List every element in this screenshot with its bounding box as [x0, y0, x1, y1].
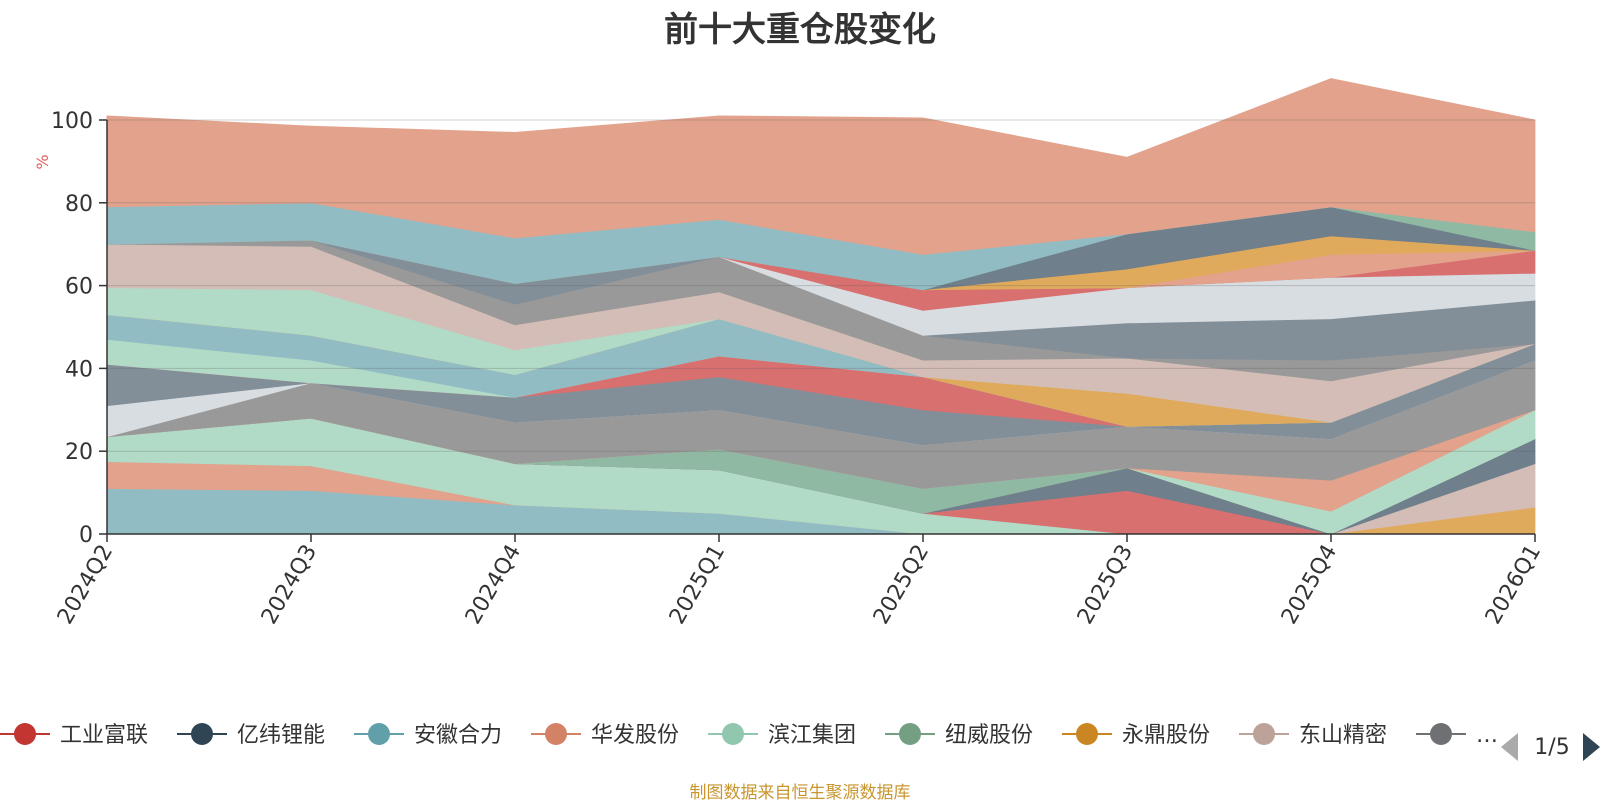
legend-label: 滨江集团: [768, 723, 856, 748]
legend-marker-icon: [722, 723, 744, 745]
legend-label: 安徽合力: [414, 723, 502, 748]
area-series-31: [106, 78, 1536, 255]
legend-marker-icon: [899, 723, 921, 745]
legend-item[interactable]: 永鼎股份: [1062, 723, 1210, 748]
legend-pager: 1/5: [1501, 733, 1600, 761]
legend-item[interactable]: 华发股份: [531, 723, 679, 748]
legend-label: 永鼎股份: [1122, 723, 1210, 748]
x-tick-label: 2025Q2: [869, 541, 934, 629]
legend-next-page-icon[interactable]: [1583, 733, 1600, 761]
y-tick-label: 0: [79, 523, 93, 548]
x-tick-label: 2025Q1: [665, 541, 730, 629]
legend-item[interactable]: …: [1416, 723, 1498, 748]
legend-label: …: [1476, 723, 1498, 748]
legend-label: 亿纬锂能: [237, 723, 325, 748]
legend-marker-icon: [1253, 723, 1275, 745]
chart-title: 前十大重仓股变化: [664, 10, 936, 50]
legend-marker-icon: [191, 723, 213, 745]
y-tick-label: 60: [65, 275, 93, 300]
legend-item[interactable]: 亿纬锂能: [177, 723, 325, 748]
legend-marker-icon: [1430, 723, 1452, 745]
x-tick-label: 2024Q2: [53, 541, 118, 629]
legend-item[interactable]: 安徽合力: [354, 723, 502, 748]
legend-label: 纽威股份: [945, 723, 1033, 748]
x-tick-label: 2025Q4: [1277, 541, 1342, 629]
legend-label: 东山精密: [1299, 723, 1387, 748]
legend-marker-icon: [1076, 723, 1098, 745]
legend-item[interactable]: 东山精密: [1239, 723, 1387, 748]
legend-page-indicator: 1/5: [1534, 735, 1569, 760]
legend-item[interactable]: 滨江集团: [708, 723, 856, 748]
legend: 工业富联 亿纬锂能 安徽合力 华发股份 滨江集团 纽威股份 永鼎股份 东山精密 …: [0, 723, 1498, 748]
legend-marker-icon: [545, 723, 567, 745]
x-tick-label: 2026Q1: [1481, 541, 1546, 629]
x-tick-label: 2024Q3: [257, 541, 322, 629]
legend-marker-icon: [368, 723, 390, 745]
legend-label: 工业富联: [60, 723, 148, 748]
grid-layer: [107, 119, 1535, 452]
areas-layer: [106, 78, 1536, 535]
data-source-note: 制图数据来自恒生聚源数据库: [689, 783, 911, 803]
x-tick-label: 2024Q4: [461, 541, 526, 629]
legend-item[interactable]: 工业富联: [0, 723, 148, 748]
legend-marker-icon: [14, 723, 36, 745]
y-tick-label: 80: [65, 192, 93, 217]
x-tick-label: 2025Q3: [1073, 541, 1138, 629]
y-tick-label: 40: [65, 357, 93, 382]
y-axis-unit-label: %: [33, 154, 52, 169]
y-tick-label: 100: [51, 109, 93, 134]
legend-prev-page-icon[interactable]: [1501, 733, 1518, 761]
y-tick-label: 20: [65, 440, 93, 465]
legend-item[interactable]: 纽威股份: [885, 723, 1033, 748]
legend-label: 华发股份: [591, 723, 679, 748]
